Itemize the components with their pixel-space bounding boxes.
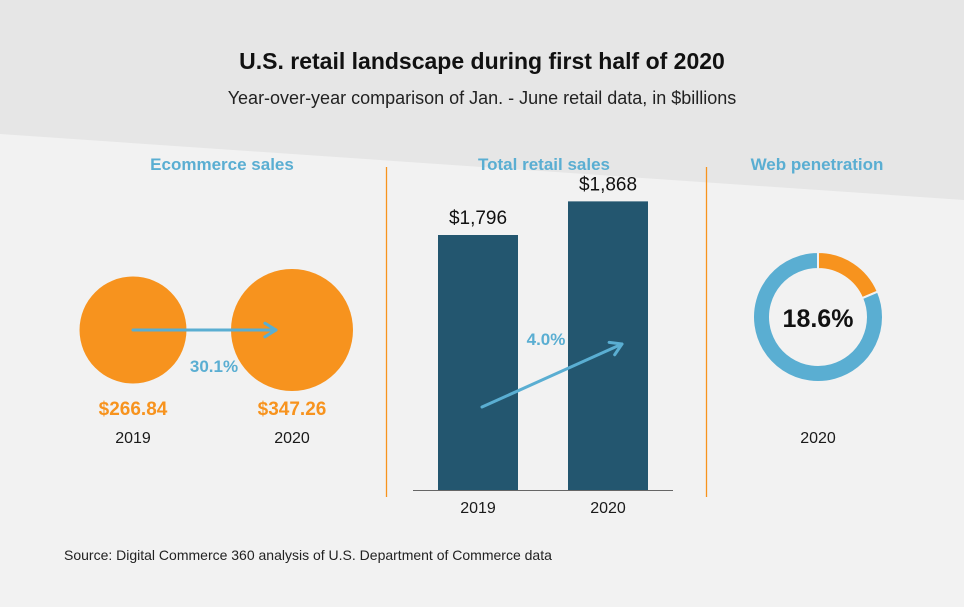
retail-bar [438,235,518,490]
donut-center-label: 18.6% [783,305,854,333]
ecommerce-year-label: 2019 [115,430,151,447]
ecommerce-growth-arrow [131,321,278,339]
ecommerce-value-label: $266.84 [99,399,168,420]
ecommerce-section-title: Ecommerce sales [150,155,294,174]
retail-growth-arrow-shaft [480,342,624,409]
source-note: Source: Digital Commerce 360 analysis of… [64,547,552,563]
donut-slice-other [752,250,884,383]
retail-growth-arrow [480,340,624,409]
ecommerce-bubble [231,269,353,391]
ecommerce-year-label: 2020 [274,430,310,447]
donut-year-label: 2020 [800,430,836,447]
retail-year-label: 2019 [460,500,496,517]
chart-title: U.S. retail landscape during first half … [239,48,725,74]
retail-growth-label: 4.0% [527,330,566,349]
ecommerce-growth-arrow-head [263,321,278,339]
retail-value-label: $1,868 [579,174,637,195]
header-band [0,0,964,200]
retail-year-label: 2020 [590,500,626,517]
donut-slice-web [817,250,880,300]
retail-bar [568,201,648,490]
chart-subtitle: Year-over-year comparison of Jan. - June… [227,88,737,108]
retail-growth-arrow-head [607,340,624,357]
ecommerce-growth-label: 30.1% [190,357,238,376]
ecommerce-value-label: $347.26 [258,399,327,420]
web-section-title: Web penetration [750,155,884,174]
retail-section-title: Total retail sales [478,155,610,174]
retail-value-label: $1,796 [449,208,507,229]
